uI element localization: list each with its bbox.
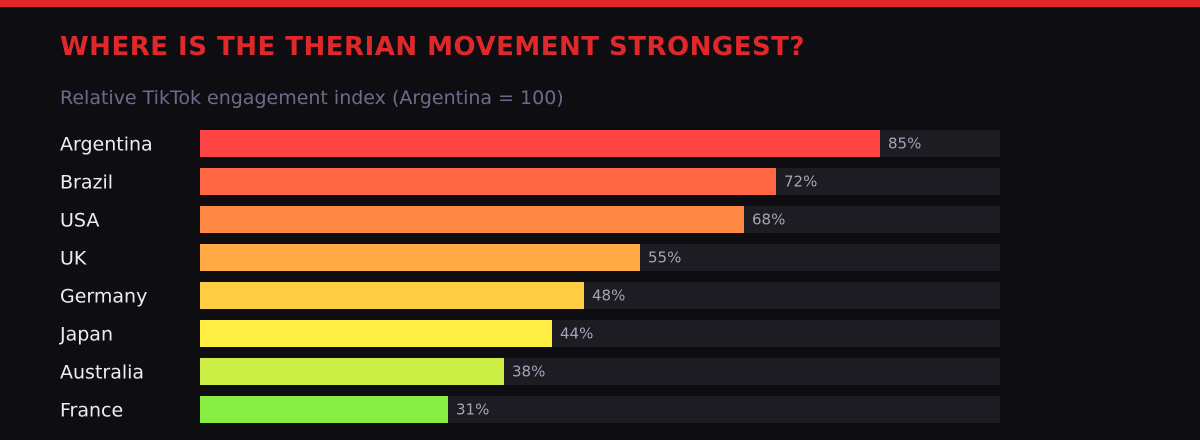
bar-france bbox=[200, 396, 448, 423]
value-label-usa: 68% bbox=[752, 211, 785, 229]
value-label-australia: 38% bbox=[512, 363, 545, 381]
category-label-brazil: Brazil bbox=[60, 172, 113, 194]
chart-title: WHERE IS THE THERIAN MOVEMENT STRONGEST? bbox=[60, 32, 806, 62]
bar-japan bbox=[200, 320, 552, 347]
bar-australia bbox=[200, 358, 504, 385]
chart-subtitle: Relative TikTok engagement index (Argent… bbox=[60, 87, 564, 109]
value-label-japan: 44% bbox=[560, 325, 593, 343]
bar-usa bbox=[200, 206, 744, 233]
category-label-japan: Japan bbox=[59, 324, 113, 346]
category-label-germany: Germany bbox=[60, 286, 147, 308]
bar-uk bbox=[200, 244, 640, 271]
category-label-uk: UK bbox=[60, 248, 87, 270]
bar-argentina bbox=[200, 130, 880, 157]
value-label-germany: 48% bbox=[592, 287, 625, 305]
category-label-argentina: Argentina bbox=[60, 134, 153, 156]
category-label-france: France bbox=[60, 400, 123, 422]
value-label-brazil: 72% bbox=[784, 173, 817, 191]
category-label-australia: Australia bbox=[60, 362, 144, 384]
bar-germany bbox=[200, 282, 584, 309]
value-label-argentina: 85% bbox=[888, 135, 921, 153]
category-label-usa: USA bbox=[60, 210, 99, 232]
value-label-uk: 55% bbox=[648, 249, 681, 267]
accent-top-bar bbox=[0, 0, 1200, 7]
bar-brazil bbox=[200, 168, 776, 195]
value-label-france: 31% bbox=[456, 401, 489, 419]
